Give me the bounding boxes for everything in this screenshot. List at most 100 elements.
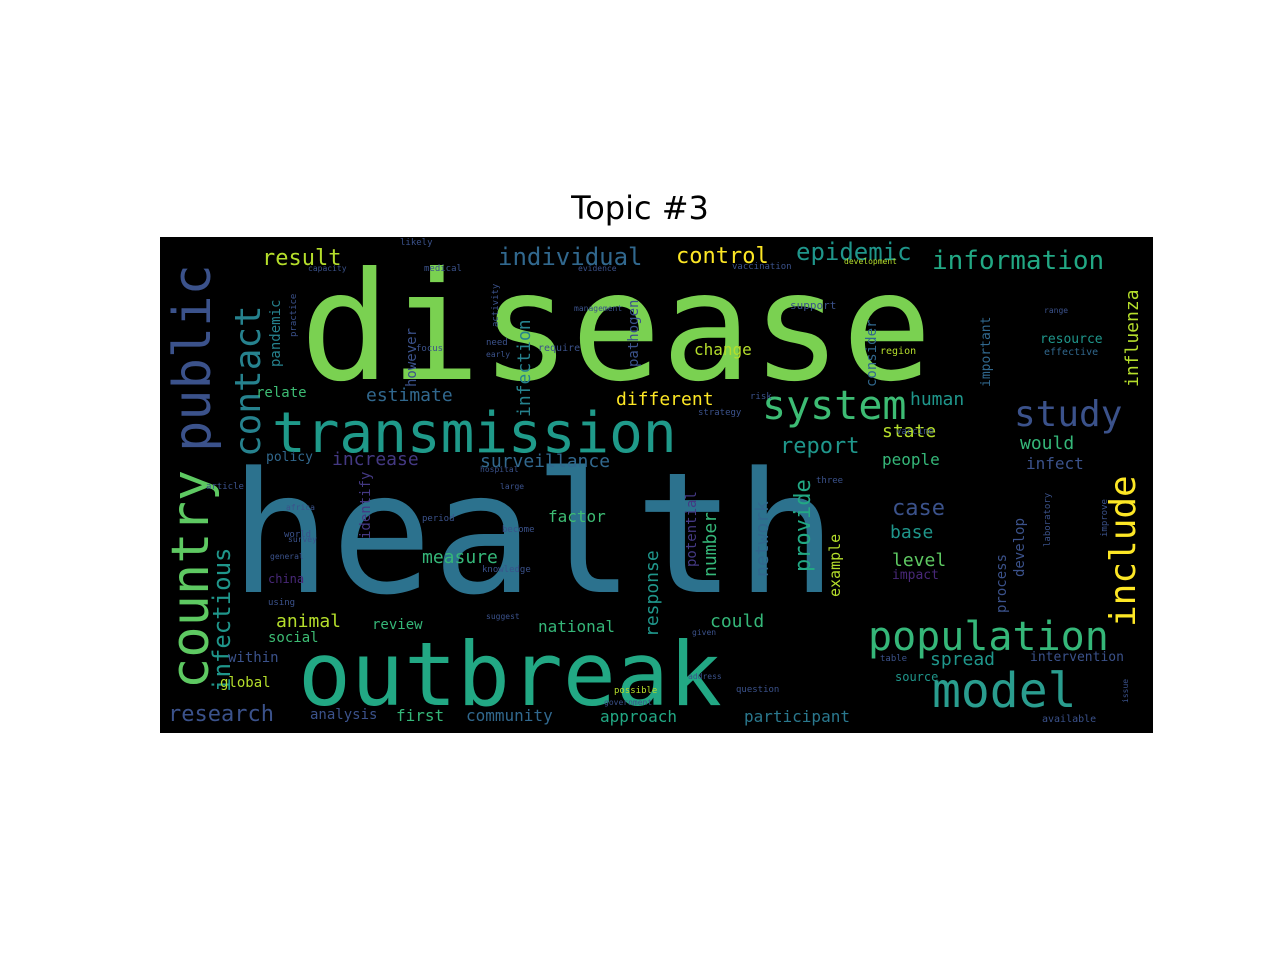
word-influenza: influenza (1122, 289, 1143, 387)
word-study: study (1014, 394, 1122, 435)
word-infection: infection (514, 319, 535, 417)
word-response: response (642, 550, 663, 637)
word-three: three (816, 476, 843, 486)
word-cloud: health disease outbreak transmission populat… (160, 237, 1153, 733)
word-analysis: analysis (310, 707, 377, 723)
word-network: network (752, 501, 773, 577)
word-social: social (268, 630, 319, 646)
word-would: would (1020, 433, 1074, 454)
word-likely: likely (400, 238, 433, 248)
word-require: require (538, 343, 580, 354)
word-region: region (880, 346, 916, 357)
word-animal: animal (276, 611, 341, 632)
word-report: report (780, 434, 859, 459)
word-first: first (396, 706, 444, 725)
word-knowledge: knowledge (482, 565, 531, 575)
word-population: population (868, 614, 1109, 660)
word-level: level (892, 550, 946, 571)
word-suggest: suggest (486, 612, 520, 621)
word-effective: effective (1044, 347, 1098, 358)
word-range: range (1044, 306, 1068, 315)
word-laboratory: laboratory (1043, 492, 1053, 547)
word-health: health (230, 436, 837, 632)
word-vaccine: vaccine (896, 427, 934, 437)
word-country: country (161, 470, 221, 689)
word-management: management (574, 304, 622, 313)
word-surveillance: surveillance (480, 451, 610, 472)
word-available: available (1042, 714, 1096, 725)
word-vaccination: vaccination (732, 262, 792, 272)
word-develop: develop (1012, 518, 1028, 577)
word-given: given (692, 628, 716, 637)
word-infectious: infectious (208, 548, 236, 693)
word-transmission: transmission (272, 401, 677, 466)
word-survey: survey (288, 535, 317, 544)
word-focus: focus (416, 344, 443, 354)
word-large: large (500, 482, 524, 491)
word-address: address (688, 672, 722, 681)
word-capacity: capacity (308, 264, 347, 273)
word-evidence: evidence (578, 264, 617, 273)
word-different: different (616, 389, 714, 410)
word-national: national (538, 617, 615, 636)
word-resource: resource (1040, 332, 1103, 347)
word-intervention: intervention (1030, 650, 1124, 665)
word-practice: practice (289, 294, 299, 337)
word-strategy: strategy (698, 408, 742, 418)
word-measure: measure (422, 547, 498, 568)
word-general: general (270, 552, 304, 561)
word-include: include (1103, 475, 1144, 627)
word-change: change (694, 340, 752, 359)
word-possible: possible (614, 686, 657, 696)
word-potential: potential (684, 491, 700, 567)
word-example: example (826, 534, 844, 597)
word-estimate: estimate (366, 385, 453, 406)
word-china: china (268, 572, 304, 586)
word-article: article (206, 482, 244, 492)
word-epidemic: epidemic (796, 238, 912, 266)
word-participant: participant (744, 707, 850, 726)
word-could: could (710, 611, 764, 632)
word-process: process (994, 554, 1010, 613)
word-medical: medical (424, 264, 462, 274)
word-development: development (844, 257, 897, 266)
word-africa: africa (286, 503, 315, 512)
word-hospital: hospital (480, 465, 519, 474)
word-base: base (890, 522, 933, 543)
word-cloud-svg: health disease outbreak transmission populat… (161, 238, 1144, 727)
word-issue: issue (1121, 679, 1130, 703)
word-factor: factor (548, 507, 606, 526)
word-within: within (228, 650, 279, 666)
word-result: result (262, 246, 341, 271)
word-public: public (163, 264, 223, 452)
word-system: system (762, 383, 907, 429)
word-people: people (882, 450, 940, 469)
word-question: question (736, 685, 779, 695)
word-world: world (284, 530, 311, 540)
word-control: control (676, 244, 769, 269)
word-identify: identify (358, 472, 374, 539)
chart-title: Topic #3 (571, 189, 709, 227)
word-provide: provide (791, 479, 816, 572)
word-outbreak: outbreak (298, 623, 722, 726)
word-pandemic: pandemic (268, 300, 284, 367)
word-activity: activity (491, 283, 501, 327)
word-number: number (700, 512, 721, 577)
word-contact: contact (228, 305, 269, 457)
word-case: case (892, 496, 945, 521)
word-spread: spread (930, 649, 995, 670)
word-become: become (502, 525, 535, 535)
word-table: table (880, 654, 907, 664)
word-government: government (604, 698, 652, 707)
word-review: review (372, 617, 423, 633)
word-source: source (895, 670, 938, 684)
word-improve: improve (1100, 499, 1110, 537)
word-support: support (790, 299, 836, 312)
word-need: need (486, 338, 508, 348)
word-period: period (422, 514, 455, 524)
word-individual: individual (498, 243, 643, 271)
word-disease: disease (300, 241, 932, 415)
word-early: early (486, 350, 510, 359)
word-relate: relate (256, 385, 307, 401)
word-impact: impact (892, 568, 939, 583)
